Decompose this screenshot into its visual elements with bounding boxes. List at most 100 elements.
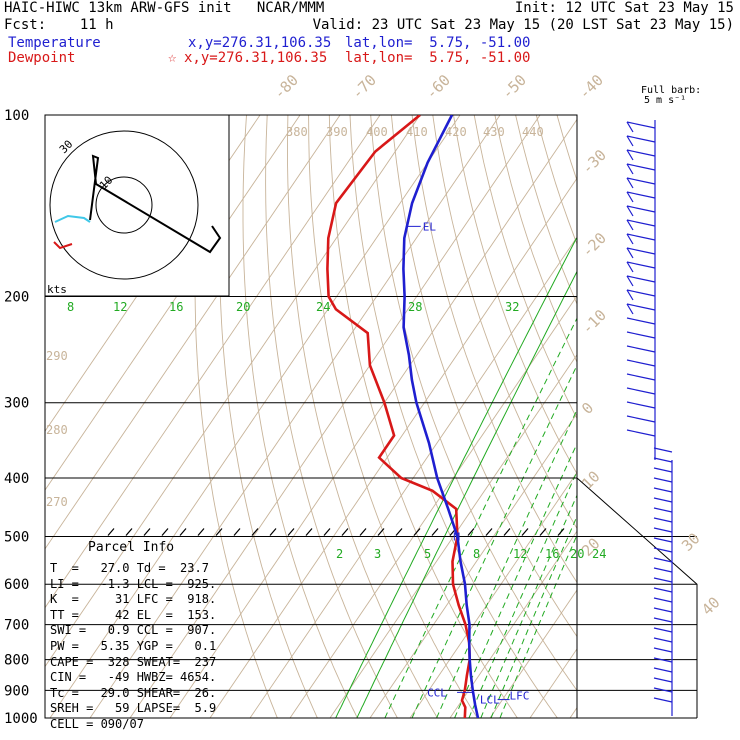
freezing-level-hatch: [485, 528, 493, 536]
dry-adiabat-line: [432, 115, 577, 530]
parcel-info-row: CIN = -49 HWBZ= 4654.: [50, 670, 217, 685]
mixing-ratio-line: [384, 317, 577, 718]
freezing-level-hatch: [557, 528, 565, 536]
wind-barb: [626, 261, 656, 269]
mixing-ratio-line: [490, 514, 577, 718]
wind-barb: [653, 547, 673, 553]
wind-barb: [653, 497, 673, 503]
wind-barb: [626, 233, 656, 241]
dewpoint-profile: [326, 115, 472, 718]
wind-barb: [653, 467, 673, 473]
dewpoint-coords: x,y=276.31,106.35: [184, 50, 328, 66]
sounding-profiles: [326, 115, 480, 718]
wind-barb: [653, 487, 673, 493]
isotherm-line: [409, 471, 577, 718]
hodograph-ring-outer: [49, 130, 199, 280]
wind-barb-flag: [626, 247, 634, 259]
dry-adiabat-line: [328, 115, 518, 718]
hodograph-trace-low: [53, 241, 73, 250]
mixing-ratio-line: [411, 364, 577, 718]
wind-barb-flag: [626, 205, 634, 217]
wind-barb-flag: [626, 219, 634, 231]
pressure-tick-label: 600: [4, 577, 29, 593]
mixing-ratio-label: 32: [505, 300, 519, 314]
isotherm-line: [529, 648, 577, 718]
wind-barb-flag: [626, 177, 634, 189]
isotherm-line: [169, 118, 577, 718]
level-marker-label: CCL: [427, 686, 447, 699]
mixing-ratio-label: 16: [169, 300, 183, 314]
mixing-ratio-label: 12: [113, 300, 127, 314]
dry-adiabat-line: [494, 115, 577, 364]
dry-adiabat-line: [411, 115, 577, 584]
wind-barb: [653, 647, 673, 653]
parcel-info-row: TT = 42 EL = 153.: [50, 607, 217, 622]
mixing-ratio-label: 3: [374, 547, 381, 561]
wind-barb: [653, 667, 673, 673]
freezing-level-hatch: [341, 528, 349, 536]
dewpoint-marker-icon: ☆: [168, 50, 177, 66]
level-marker-label: LFC: [510, 690, 530, 703]
hodograph-trace-mid: [54, 214, 91, 223]
parcel-info-row: T = 27.0 Td = 23.7: [50, 561, 209, 575]
parcel-info-title: Parcel Info: [88, 540, 175, 555]
isotherm-line: [45, 115, 301, 491]
theta-label: 380: [286, 125, 308, 139]
barb-legend-label: Full barb:: [641, 85, 702, 96]
parcel-info-row: SWI = 0.9 CCL = 907.: [50, 623, 217, 638]
freezing-level-hatch: [359, 528, 367, 536]
level-markers: EL M CCL LCL LFC: [406, 220, 530, 707]
wind-barb-flag: [626, 149, 634, 161]
freezing-level-hatch: [539, 528, 547, 536]
isotherm-line: [449, 530, 577, 718]
mixing-ratio-label: 16: [545, 547, 559, 561]
wind-barb: [626, 317, 656, 325]
parcel-info-row: SREH = 59 LAPSE= 5.9: [50, 701, 217, 716]
freezing-level-hatch: [161, 528, 169, 536]
isotherm-line: [249, 236, 577, 718]
dry-adiabat-line: [473, 115, 577, 420]
parcel-info-row: CELL = 090/07: [50, 717, 144, 731]
freezing-level-hatch: [233, 528, 241, 536]
parcel-info-row: PW = 5.35 YGP = 0.1: [50, 639, 217, 653]
wind-barb-flag: [626, 275, 634, 287]
dry-adiabat-line: [265, 115, 398, 718]
wind-barb: [626, 247, 656, 255]
mixing-ratio-label: 5: [424, 547, 431, 561]
wind-barb: [626, 149, 656, 157]
wind-barb-flag: [626, 121, 634, 133]
theta-label: 410: [406, 125, 428, 139]
dry-adiabat-line: [287, 115, 438, 718]
plot-border: [44, 114, 578, 719]
wind-barb: [626, 135, 656, 143]
level-marker-label: EL: [423, 220, 437, 233]
forecast-hour: Fcst: 11 h: [4, 17, 114, 33]
temperature-tick-label: 40: [698, 593, 724, 619]
temperature-tick-label: -70: [348, 71, 380, 103]
wind-barb: [626, 373, 656, 381]
pressure-tick-label: 800: [4, 653, 29, 669]
parcel-info-row: K = 31 LFC = 918.: [50, 592, 217, 607]
wind-barb: [626, 303, 656, 311]
pressure-tick-label: 100: [4, 108, 29, 124]
wind-barb: [653, 687, 673, 693]
temperature-tick-label: 0: [578, 399, 597, 418]
theta-label: 440: [522, 125, 544, 139]
wind-barb: [653, 697, 673, 703]
freezing-level-hatch: [251, 528, 259, 536]
wind-barb: [653, 447, 673, 453]
dry-adiabat-line: [598, 115, 740, 718]
temperature-profile: [402, 115, 480, 718]
theta-label: 430: [483, 125, 505, 139]
wind-barb: [653, 457, 673, 463]
parcel-info-row: CAPE = 328 SWEAT= 237: [50, 654, 217, 669]
freezing-level-hatch: [179, 528, 187, 536]
diagram-frame: [44, 114, 698, 719]
temperature-legend-label: Temperature: [8, 35, 101, 51]
isotherm-line: [329, 353, 577, 718]
valid-time: Valid: 23 UTC Sat 23 May 15 (20 LST Sat …: [312, 17, 734, 33]
isotherm-line: [489, 589, 577, 718]
dry-adiabat-line: [578, 115, 740, 718]
